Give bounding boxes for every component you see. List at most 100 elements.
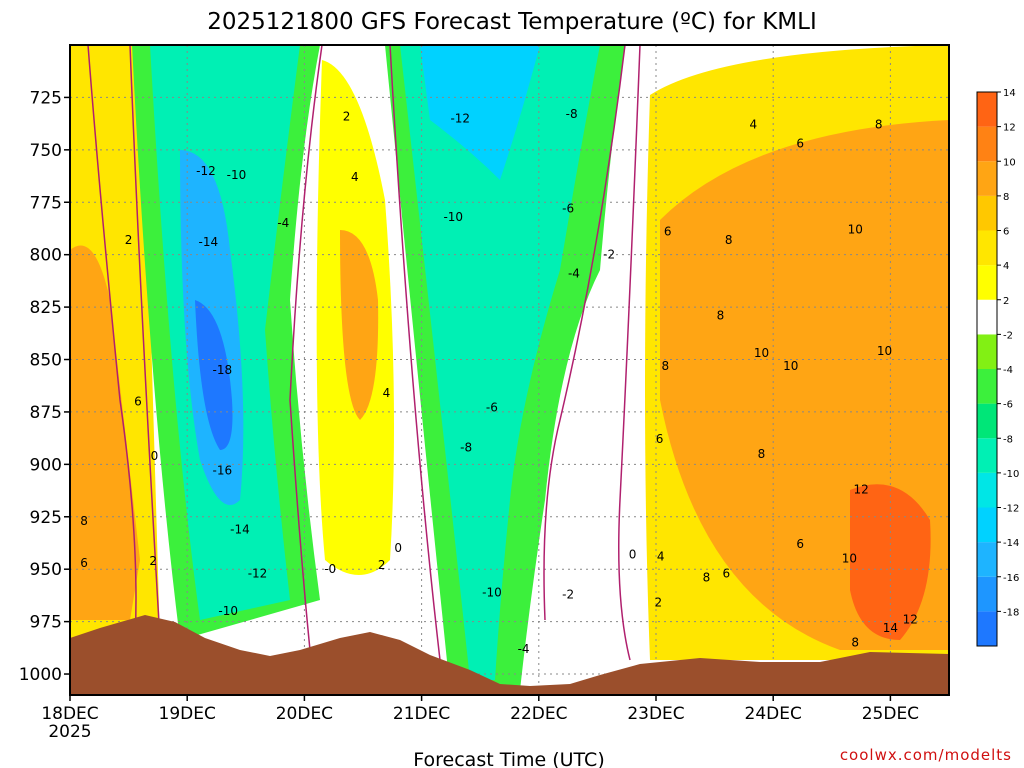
x-tick-label: 21DEC (393, 704, 450, 724)
colorbar-band (977, 542, 997, 577)
colorbar-band (977, 472, 997, 508)
contour-label: 8 (717, 308, 725, 322)
colorbar-band (977, 334, 997, 369)
contour-label: -14 (198, 235, 218, 249)
y-tick-label: 800 (30, 246, 62, 266)
contour-label: 10 (877, 344, 892, 358)
contour-label: -2 (603, 248, 615, 262)
contour-label: -10 (227, 168, 247, 182)
contour-label: 4 (749, 118, 757, 132)
contour-label: 8 (875, 118, 883, 132)
contour-label: 6 (656, 432, 664, 446)
contour-label: -0 (324, 562, 336, 576)
contour-label: -10 (482, 585, 502, 599)
x-tick-label: 18DEC 2025 (41, 704, 98, 742)
x-tick-label: 25DEC (862, 704, 919, 724)
contour-label: 8 (662, 359, 670, 373)
contour-label: 6 (664, 225, 672, 239)
coldest-19dec (195, 300, 233, 450)
y-tick-label: 725 (30, 88, 62, 108)
warm-core-left (70, 245, 140, 621)
plot-frame (69, 44, 950, 696)
colorbar-label: -4 (1003, 365, 1013, 376)
contour-label: -16 (213, 464, 233, 478)
x-tick-label: 23DEC (627, 704, 684, 724)
contour-label: -4 (277, 216, 289, 230)
warm-lobe-20dec-core (340, 230, 379, 420)
contour-label: 0 (629, 548, 637, 562)
colorbar-label: -18 (1003, 607, 1019, 618)
contour-label: 6 (796, 537, 804, 551)
contour-label: 8 (758, 447, 766, 461)
contour-label: 2 (149, 554, 157, 568)
zero-isotherm (389, 45, 441, 661)
contour-label: 10 (783, 359, 798, 373)
contour-label: 2 (125, 233, 133, 247)
contour-label: 6 (722, 566, 730, 580)
zero-isotherm (543, 45, 626, 621)
contour-label: 10 (848, 223, 863, 237)
zero-isotherm (618, 45, 641, 661)
y-tick-label: 950 (30, 560, 62, 580)
colorbar-band (977, 126, 997, 162)
contour-label: 8 (703, 571, 711, 585)
contour-label: 4 (383, 386, 391, 400)
contour-label: 0 (394, 541, 402, 555)
chart-title: 2025121800 GFS Forecast Temperature (ºC)… (207, 9, 816, 35)
zero-isotherm (87, 45, 137, 641)
contour-label: 8 (851, 636, 859, 650)
contour-label: 2 (378, 558, 386, 572)
contour-label: 10 (754, 346, 769, 360)
contour-label: 10 (842, 552, 857, 566)
colorbar-label: -14 (1003, 538, 1019, 549)
contour-label: -8 (460, 441, 472, 455)
x-tick-label: 24DEC (745, 704, 802, 724)
terrain (70, 615, 949, 695)
zero-isotherms (87, 45, 641, 661)
colorbar-label: 6 (1003, 227, 1009, 238)
contour-label: -12 (248, 566, 268, 580)
contour-label: 2 (655, 596, 663, 610)
colorbar-label: -8 (1003, 434, 1013, 445)
colorbar-label: 8 (1003, 192, 1009, 203)
cold-core-21dec (420, 45, 540, 180)
contour-label: 6 (796, 137, 804, 151)
y-tick-label: 825 (30, 298, 62, 318)
contour-label: 8 (725, 233, 733, 247)
contour-label: -4 (518, 642, 530, 656)
colorbar-band (977, 611, 997, 646)
colorbar-label: -2 (1003, 330, 1013, 341)
contour-label: -10 (443, 210, 463, 224)
colorbar-band (977, 438, 997, 473)
colorbar-label: -12 (1003, 504, 1019, 515)
cold-region-21dec-inner (400, 45, 600, 680)
y-axis: 725 750 775 800 825 850 875 900 925 950 975 1000 (19, 88, 70, 685)
contour-label: 14 (883, 621, 898, 635)
contour-label: 4 (657, 550, 665, 564)
contour-label: 2 (343, 109, 351, 123)
colorbar-band (977, 92, 997, 127)
contour-label: -6 (562, 202, 574, 216)
zero-isotherm (289, 45, 323, 651)
contour-label: -12 (450, 111, 470, 125)
colorbar-band (977, 507, 997, 543)
colorbar-band (977, 161, 997, 196)
colorbar-band (977, 576, 997, 612)
contour-label: -4 (568, 267, 580, 281)
credit-text: coolwx.com/modelts (840, 746, 1012, 764)
contour-label: -2 (562, 587, 574, 601)
colorbar-band (977, 403, 997, 439)
y-tick-label: 1000 (19, 665, 62, 685)
x-axis: 18DEC 2025 19DEC 20DEC 21DEC 22DEC 23DEC 24DEC 2… (41, 695, 919, 742)
colorbar-label: 2 (1003, 296, 1009, 307)
y-tick-label: 775 (30, 193, 62, 213)
contour-label: -14 (230, 522, 250, 536)
colorbar-band (977, 195, 997, 231)
contour-label: 6 (80, 556, 88, 570)
y-tick-label: 975 (30, 613, 62, 633)
y-tick-label: 925 (30, 508, 62, 528)
y-tick-label: 750 (30, 141, 62, 161)
colorbar-label: 10 (1003, 157, 1016, 168)
contour-label: -12 (196, 164, 216, 178)
